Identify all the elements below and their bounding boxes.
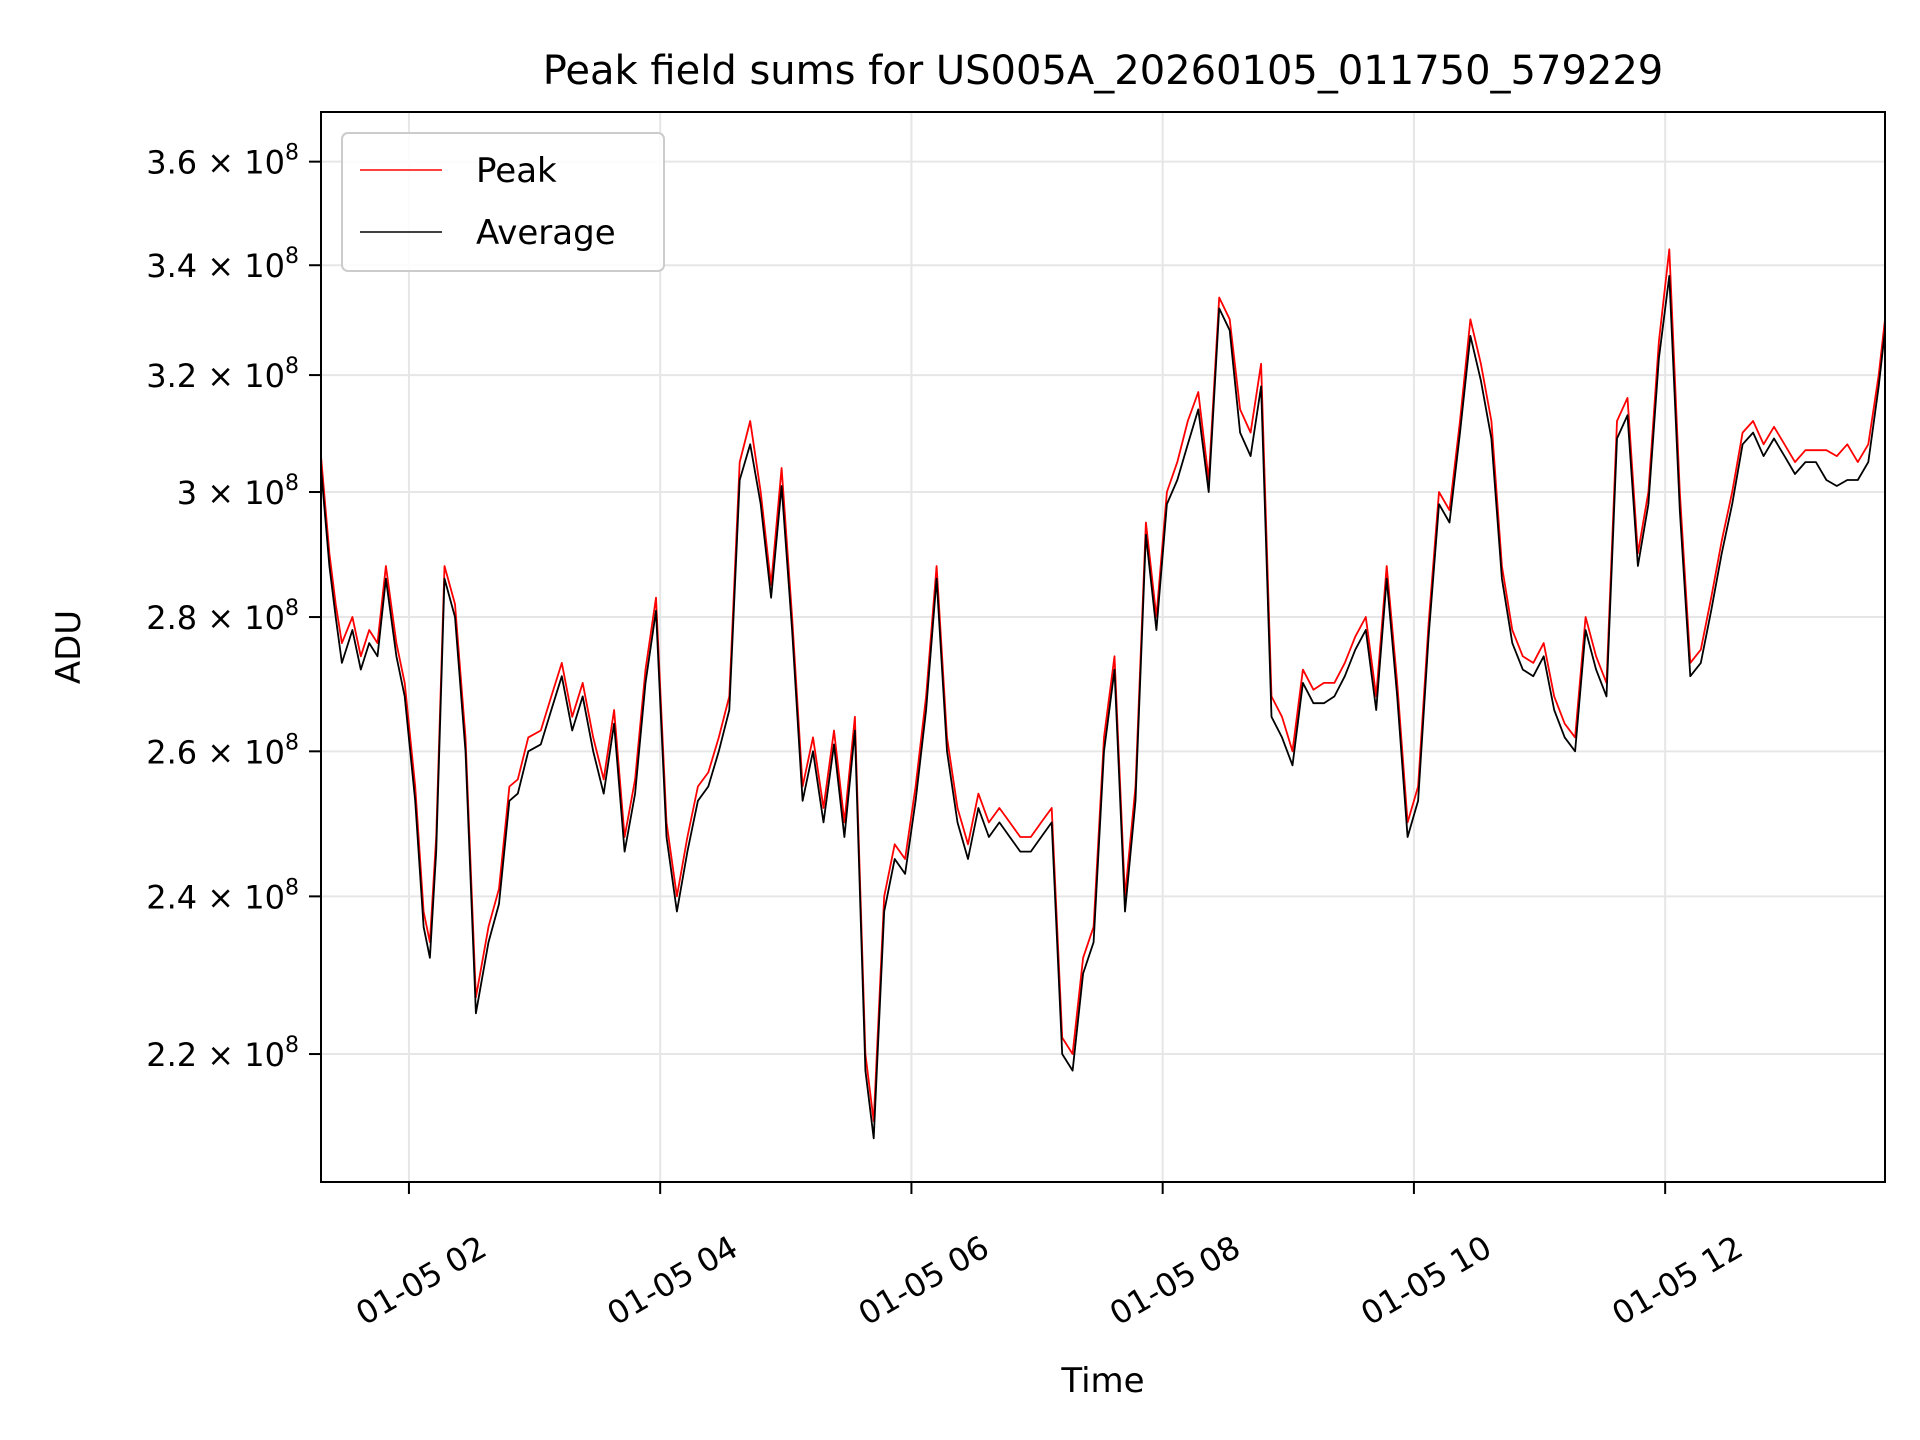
x-axis: 01-05 02 01-05 04 01-05 06 01-05 08 01-05 10… (349, 1182, 1749, 1333)
x-tick-label: 01-05 06 (852, 1228, 996, 1333)
y-tick-exponent: 8 (285, 596, 299, 621)
y-tick-mantissa: 3.6 × 10 (146, 144, 285, 182)
y-tick-mantissa: 2.4 × 10 (146, 878, 285, 916)
y-tick-label: 2.8 × 108 (146, 596, 299, 637)
series-line-peak (320, 248, 1886, 1123)
y-tick-exponent: 8 (285, 875, 299, 900)
y-tick-mantissa: 3.4 × 10 (146, 247, 285, 285)
y-tick-mantissa: 2.8 × 10 (146, 599, 285, 637)
grid-layer (321, 112, 1885, 1182)
x-tick-label: 01-05 10 (1354, 1228, 1498, 1333)
legend-box (341, 132, 665, 272)
x-tick-label: 01-05 02 (349, 1228, 493, 1333)
y-tick-label: 3.4 × 108 (146, 244, 299, 285)
y-tick-label: 2.6 × 108 (146, 730, 299, 771)
y-tick-label: 3.6 × 108 (146, 141, 299, 182)
series-layer (320, 248, 1886, 1140)
y-tick-label: 3.2 × 108 (146, 354, 299, 395)
series-line-average (320, 274, 1886, 1140)
y-tick-exponent: 8 (285, 141, 299, 166)
x-tick-label: 01-05 08 (1103, 1228, 1247, 1333)
x-axis-label: Time (1060, 1361, 1144, 1401)
y-tick-exponent: 8 (285, 244, 299, 269)
y-tick-label: 2.2 × 108 (146, 1033, 299, 1074)
plot-frame (320, 111, 1886, 1183)
y-tick-exponent: 8 (285, 471, 299, 496)
legend-label-average: Average (476, 213, 616, 253)
x-tick-label: 01-05 04 (601, 1228, 745, 1333)
chart-title: Peak field sums for US005A_20260105_0117… (543, 48, 1664, 94)
y-tick-mantissa: 2.6 × 10 (146, 733, 285, 771)
y-tick-exponent: 8 (285, 354, 299, 379)
y-tick-label: 2.4 × 108 (146, 875, 299, 916)
y-axis-label: ADU (49, 610, 89, 684)
y-tick-label: 3 × 108 (177, 471, 299, 512)
y-tick-mantissa: 2.2 × 10 (146, 1036, 285, 1074)
y-tick-exponent: 8 (285, 730, 299, 755)
y-tick-mantissa: 3.2 × 10 (146, 357, 285, 395)
legend-label-peak: Peak (476, 151, 557, 191)
y-tick-mantissa: 3 × 10 (177, 474, 285, 512)
y-tick-exponent: 8 (285, 1033, 299, 1058)
legend: Peak Average (341, 132, 665, 272)
x-tick-label: 01-05 12 (1606, 1228, 1750, 1333)
